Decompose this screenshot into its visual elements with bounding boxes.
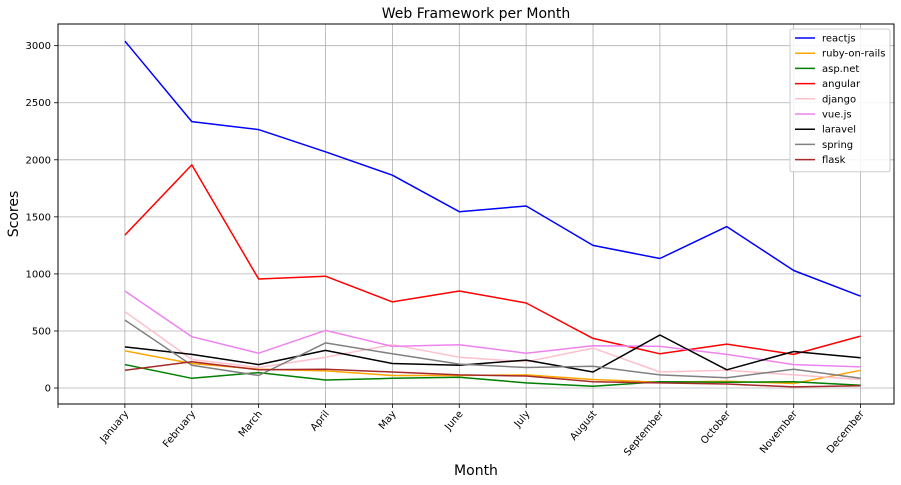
legend-label: ruby-on-rails (822, 49, 885, 60)
y-tick-label: 0 (45, 384, 51, 395)
legend-label: angular (822, 79, 861, 90)
legend-label: django (822, 94, 856, 105)
series-line-laravel (124, 334, 861, 373)
legend-label: flask (822, 155, 846, 166)
legend: reactjs ruby-on-rails asp.net angular django… (789, 28, 891, 173)
legend-label: laravel (822, 125, 856, 136)
grid-lines (58, 24, 894, 404)
legend-label: asp.net (822, 64, 859, 75)
series-line-vue.js (124, 290, 861, 368)
y-tick-label: 3000 (26, 41, 51, 52)
y-axis: 0 500 1000 1500 2000 2500 3000 (26, 41, 58, 395)
y-tick-label: 2000 (26, 155, 51, 166)
legend-box (789, 28, 891, 173)
y-tick-label: 1000 (26, 269, 51, 280)
series-line-reactjs (124, 40, 861, 297)
legend-label: vue.js (822, 110, 852, 121)
series-lines (124, 40, 861, 388)
series-line-flask (124, 361, 861, 388)
chart-title: Web Framework per Month (382, 6, 571, 22)
x-axis-label: Month (454, 463, 498, 479)
y-tick-label: 1500 (26, 212, 51, 223)
y-tick-label: 500 (32, 326, 51, 337)
plot-frame (57, 23, 895, 405)
y-axis-label: Scores (6, 191, 22, 238)
legend-label: spring (822, 140, 853, 151)
series-line-django (124, 310, 861, 381)
series-line-angular (124, 164, 861, 356)
y-tick-label: 2500 (26, 98, 51, 109)
series-line-spring (124, 319, 861, 380)
legend-label: reactjs (822, 34, 856, 45)
